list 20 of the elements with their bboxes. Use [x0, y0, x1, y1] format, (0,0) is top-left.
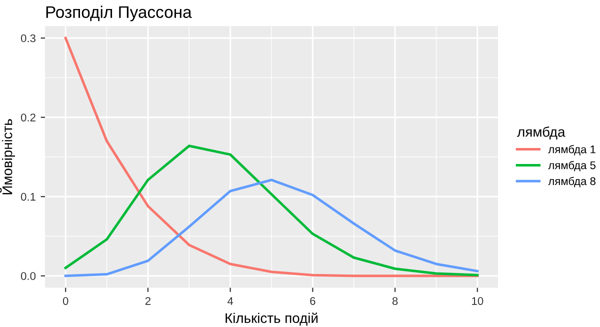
legend-label: лямбда 5 — [548, 160, 596, 172]
x-tick-label: 2 — [145, 297, 150, 305]
line-series — [64, 178, 479, 278]
line-series — [64, 144, 479, 276]
y-axis-title: Ймовірність — [0, 119, 15, 194]
y-tick-label: 0.2 — [20, 114, 36, 122]
y-tick-label: 0.1 — [20, 192, 36, 201]
x-tick-label: 8 — [392, 297, 398, 305]
chart-title: Розподіл Пуассона — [46, 6, 192, 22]
x-tick-label: 0 — [62, 297, 68, 305]
legend-label: лямбда 1 — [548, 145, 596, 156]
line-series — [64, 36, 479, 278]
y-tick-label: 0.0 — [20, 272, 36, 280]
y-tick-label: 0.3 — [20, 34, 36, 42]
legend-title: лямбда — [517, 126, 566, 140]
x-tick-label: 10 — [472, 297, 484, 305]
x-axis-title: Кількість подій — [226, 312, 318, 326]
legend-label: лямбда 8 — [548, 176, 596, 188]
x-tick-label: 6 — [310, 297, 316, 305]
x-tick-label: 4 — [227, 297, 234, 305]
